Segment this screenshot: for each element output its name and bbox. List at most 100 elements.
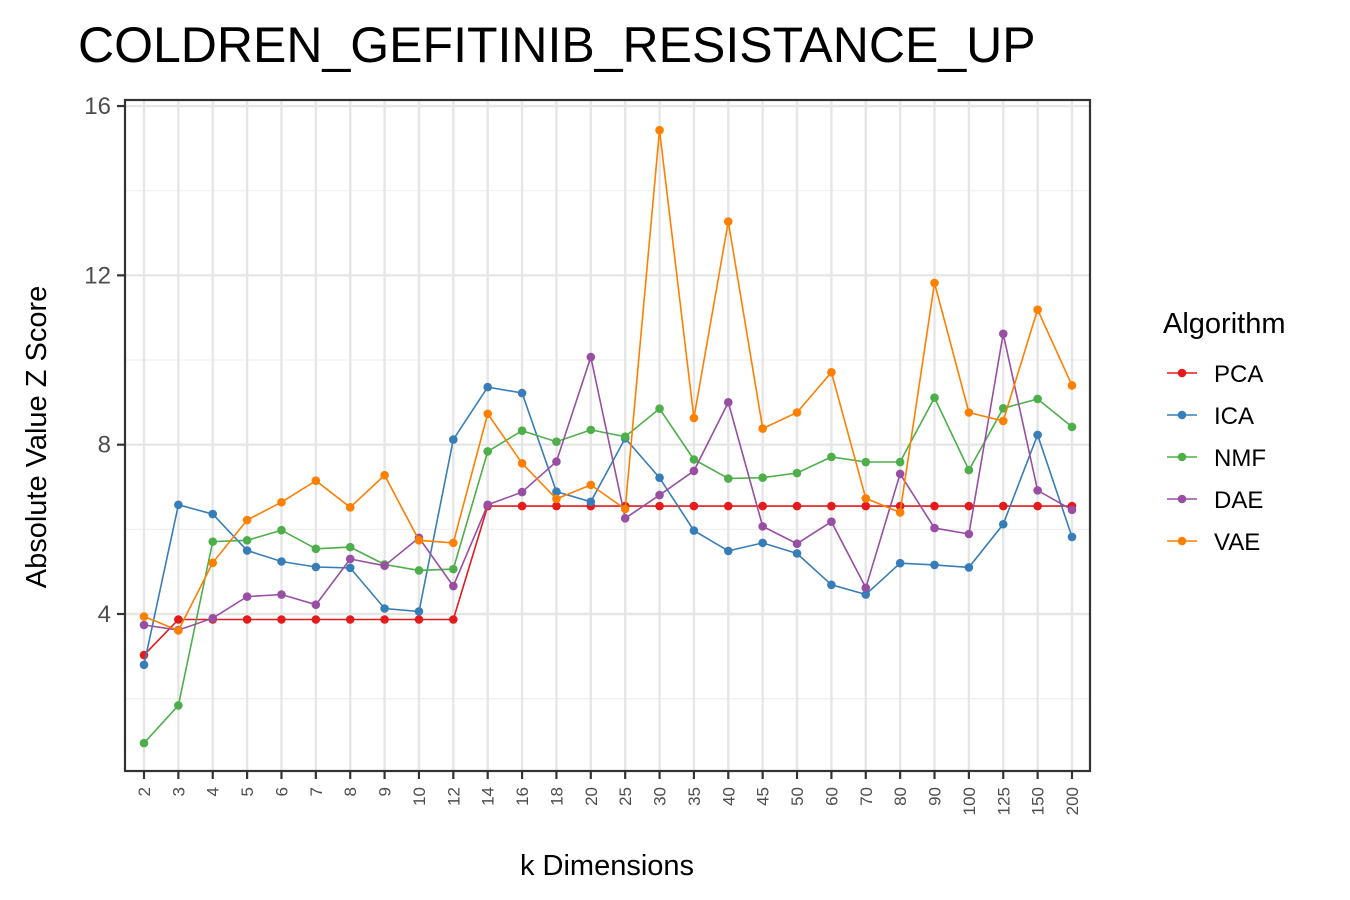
series-layer: [139, 125, 1077, 748]
x-tick-label: 100: [960, 787, 979, 815]
data-point: [964, 501, 974, 511]
data-point: [277, 525, 286, 535]
data-point: [792, 468, 802, 478]
data-point: [242, 615, 252, 624]
series-dae: [139, 329, 1077, 635]
x-tick-label: 150: [1029, 787, 1048, 815]
data-point: [174, 701, 183, 710]
data-point: [861, 494, 871, 503]
x-tick-label: 125: [994, 787, 1013, 815]
data-point: [998, 501, 1008, 511]
x-tick-label: 60: [822, 787, 841, 806]
data-point: [758, 473, 767, 482]
data-point: [449, 538, 458, 548]
x-tick-label: 80: [891, 787, 910, 806]
data-point: [208, 537, 218, 546]
data-point: [517, 487, 527, 497]
legend-title: Algorithm: [1163, 308, 1286, 340]
data-point: [483, 447, 493, 456]
data-point: [930, 501, 939, 511]
data-point: [414, 566, 424, 575]
data-point: [311, 615, 321, 624]
data-point: [758, 424, 767, 433]
x-tick-label: 12: [444, 787, 463, 806]
data-point: [1033, 501, 1042, 511]
data-point: [208, 509, 218, 519]
data-point: [655, 404, 664, 413]
data-point: [930, 278, 939, 288]
data-point: [689, 466, 699, 476]
x-tick-label: 45: [754, 787, 773, 806]
data-point: [723, 398, 733, 407]
x-tick-label: 30: [651, 787, 670, 806]
x-tick-label: 5: [238, 787, 257, 796]
data-point: [861, 501, 871, 511]
y-axis-title: Absolute Value Z Score: [21, 286, 53, 589]
data-point: [139, 612, 149, 621]
x-tick-label: 90: [926, 787, 945, 806]
data-point: [277, 590, 286, 599]
x-tick-label: 70: [857, 787, 876, 806]
data-point: [380, 561, 389, 571]
data-point: [861, 457, 871, 467]
data-point: [174, 626, 183, 635]
x-axis-title: k Dimensions: [520, 850, 694, 882]
data-point: [517, 459, 527, 468]
legend-key-point: [1177, 368, 1187, 378]
data-point: [964, 408, 974, 417]
data-point: [586, 480, 596, 490]
data-point: [689, 526, 699, 535]
x-tick-label: 200: [1063, 787, 1082, 815]
data-point: [723, 217, 733, 226]
data-point: [827, 517, 836, 527]
data-point: [345, 542, 355, 552]
data-point: [620, 432, 630, 441]
legend-key-point: [1177, 494, 1187, 504]
data-point: [208, 558, 218, 568]
data-point: [380, 615, 389, 624]
data-point: [1067, 422, 1077, 432]
data-point: [552, 494, 561, 504]
legend-key-point: [1177, 452, 1187, 462]
series-ica: [139, 382, 1077, 670]
data-point: [449, 435, 458, 444]
data-point: [930, 560, 939, 570]
data-point: [998, 519, 1008, 529]
data-point: [1033, 430, 1042, 440]
x-tick-label: 9: [376, 787, 395, 796]
data-point: [689, 455, 699, 464]
data-point: [964, 465, 974, 475]
x-tick-label: 10: [410, 787, 429, 806]
data-point: [655, 490, 664, 500]
data-point: [380, 470, 389, 480]
y-tick-label: 16: [84, 93, 111, 120]
x-tick-label: 35: [685, 787, 704, 806]
data-point: [655, 125, 664, 135]
data-point: [689, 501, 699, 511]
data-point: [208, 613, 218, 623]
data-point: [139, 738, 149, 748]
data-point: [998, 403, 1008, 413]
x-tick-label: 8: [341, 787, 360, 796]
x-tick-label: 40: [719, 787, 738, 806]
data-point: [586, 497, 596, 507]
legend-key-point: [1177, 536, 1187, 546]
data-point: [174, 615, 183, 624]
legend: Algorithm PCA ICA NMF DAE VAE: [1163, 308, 1286, 556]
data-point: [449, 615, 458, 624]
series-line-nmf: [143, 395, 1073, 744]
legend-item-dae: DAE: [1167, 487, 1263, 514]
data-point: [483, 382, 493, 392]
data-point: [827, 580, 836, 590]
data-point: [1033, 394, 1042, 404]
data-point: [758, 538, 767, 548]
x-tick-label: 25: [616, 787, 635, 806]
series-vae: [139, 125, 1077, 635]
x-tick-label: 2: [135, 787, 154, 796]
data-point: [311, 600, 321, 609]
data-point: [895, 501, 905, 511]
legend-label: NMF: [1214, 445, 1266, 472]
series-line-ica: [143, 386, 1073, 665]
